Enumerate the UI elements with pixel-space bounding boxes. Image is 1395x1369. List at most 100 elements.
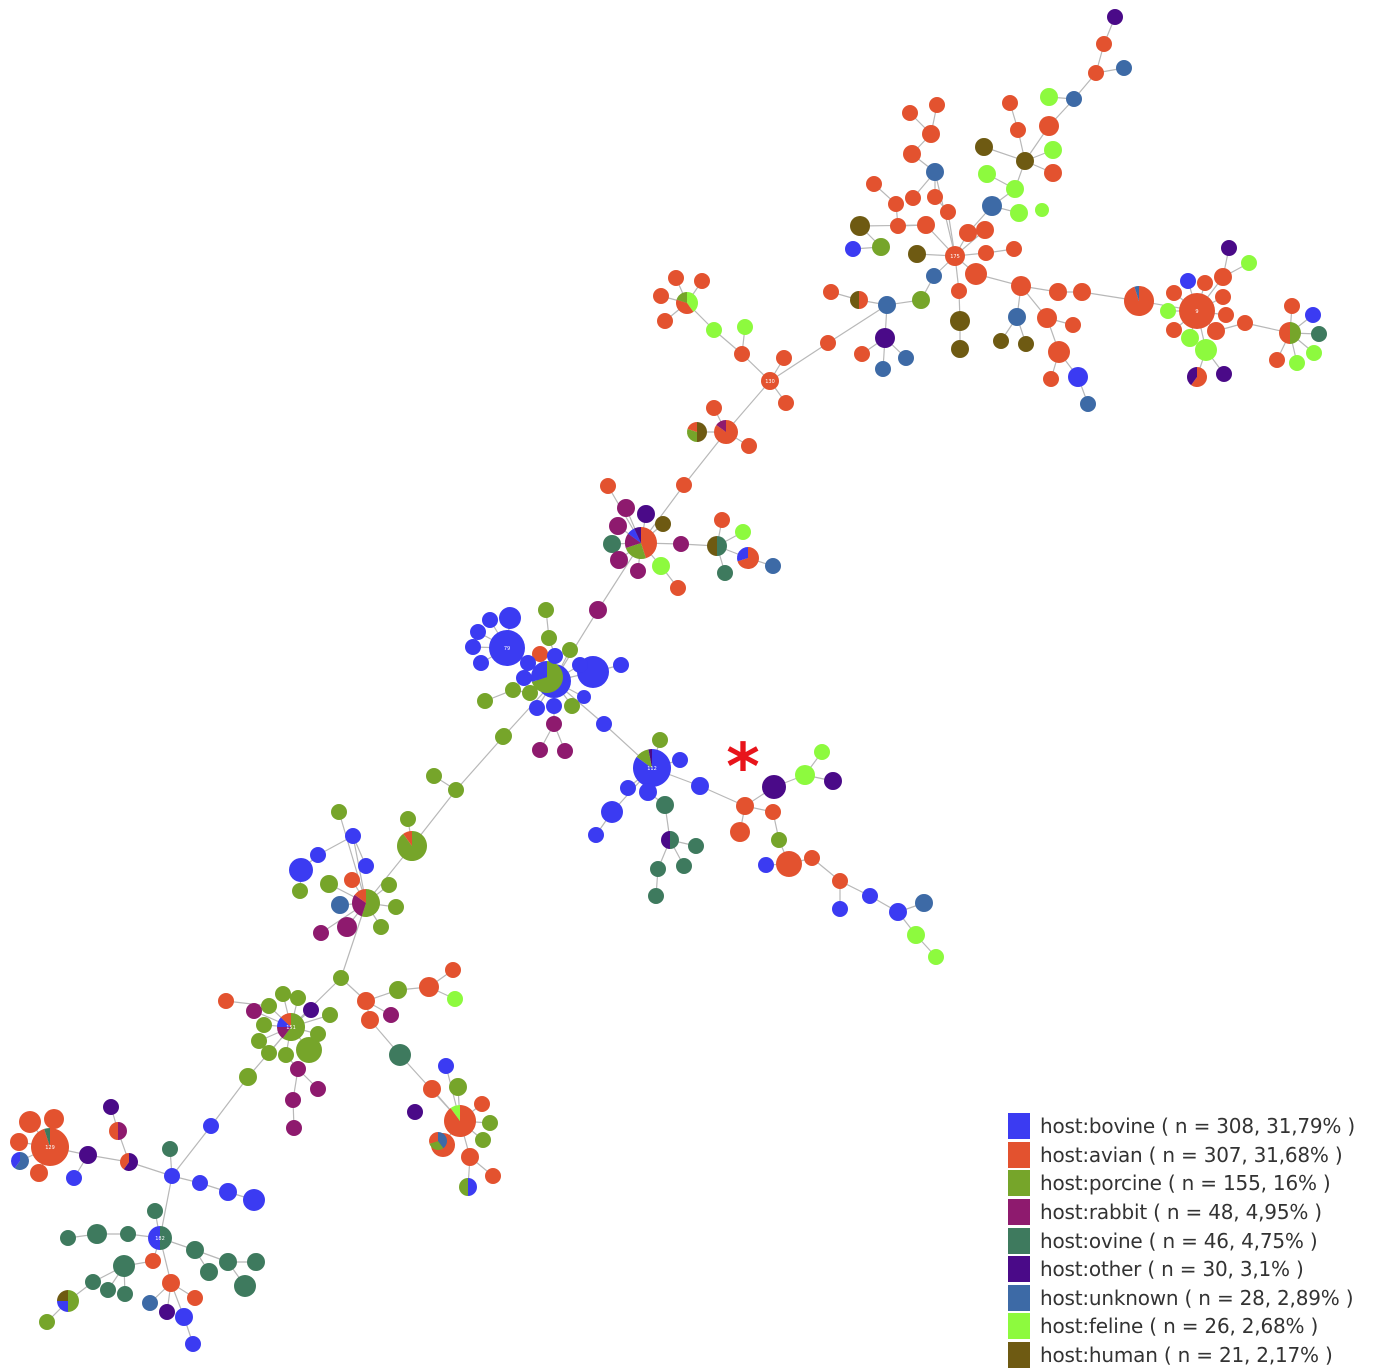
node-circle-avian: [730, 822, 750, 842]
tree-node-r16: [1216, 366, 1232, 382]
node-circle-bovine: [639, 783, 657, 801]
tree-node-la3: [10, 1133, 28, 1151]
tree-node-g9: [256, 1017, 272, 1033]
tree-node-t48: [875, 361, 891, 377]
tree-node-r2: [1180, 273, 1196, 289]
node-slice-ovine: [160, 1226, 172, 1250]
tree-node-o19: [175, 1308, 193, 1326]
tree-node-g18: [218, 993, 234, 1009]
legend-swatch-porcine: [1008, 1170, 1030, 1197]
node-circle-porcine: [261, 998, 277, 1014]
node-circle-ovine: [234, 1275, 256, 1297]
node-circle-porcine: [522, 685, 538, 701]
node-slice-avian: [859, 291, 868, 309]
tree-node-b16: [505, 682, 521, 698]
tree-node-g2: [296, 1037, 322, 1063]
tree-node-o2: [120, 1226, 136, 1242]
legend-label-human: host:human ( n = 21, 2,17% ): [1040, 1343, 1333, 1368]
node-circle-avian: [978, 245, 994, 261]
node-circle-avian: [905, 190, 921, 206]
node-circle-avian: [1214, 268, 1232, 286]
node-circle-avian: [1010, 122, 1026, 138]
tree-node-p2: [617, 499, 635, 517]
node-circle-avian: [187, 1290, 203, 1306]
node-circle-feline: [1241, 255, 1257, 271]
node-circle-other: [637, 505, 655, 523]
node-circle-avian: [976, 221, 994, 239]
node-circle-avian: [10, 1133, 28, 1151]
node-circle-ovine: [717, 565, 733, 581]
tree-node-t56: [993, 333, 1009, 349]
node-circle-bovine: [203, 1118, 219, 1134]
tree-node-l14: [381, 877, 397, 893]
tree-node-d14: [736, 797, 754, 815]
tree-node-t17: [1010, 204, 1028, 222]
node-circle-human: [1018, 336, 1034, 352]
node-circle-other: [1221, 240, 1237, 256]
tree-node-m11: [714, 420, 739, 445]
tree-node-m4: [737, 319, 753, 335]
tree-node-d25: [832, 873, 848, 889]
node-circle-rabbit: [589, 601, 607, 619]
tree-node-t25: [926, 163, 944, 181]
node-slice-other: [123, 1153, 139, 1172]
node-slice-human: [57, 1290, 68, 1301]
tree-node-o18: [159, 1304, 175, 1320]
node-slice-other: [634, 527, 641, 543]
node-circle-feline: [795, 765, 815, 785]
node-circle-avian: [736, 797, 754, 815]
legend-swatch-ovine: [1008, 1227, 1030, 1254]
node-slice-feline: [450, 1105, 460, 1121]
tree-node-t23: [950, 311, 970, 331]
node-slice-avian: [641, 527, 658, 559]
tree-node-b23: [546, 716, 562, 732]
node-circle-ovine: [162, 1141, 178, 1157]
node-circle-unknown: [331, 896, 349, 914]
node-circle-bovine: [862, 888, 878, 904]
tree-node-m14: [686, 422, 707, 442]
tree-node-t11: [1002, 95, 1018, 111]
node-circle-avian: [1197, 275, 1213, 291]
node-circle-bovine: [845, 241, 861, 257]
node-circle-avian: [888, 196, 904, 212]
node-circle-bovine: [192, 1175, 208, 1191]
node-circle-porcine: [771, 832, 787, 848]
tree-node-g6: [275, 986, 291, 1002]
tree-node-hubO: 182: [148, 1226, 172, 1250]
tree-node-p7: [610, 551, 628, 569]
node-circle-porcine: [912, 291, 930, 309]
node-circle-bovine: [489, 630, 525, 666]
node-circle-porcine: [381, 877, 397, 893]
tree-node-d23: [758, 857, 774, 873]
tree-node-o5: [186, 1241, 204, 1259]
tree-node-b4: [465, 639, 481, 655]
tree-node-t12: [1010, 122, 1026, 138]
node-circle-ovine: [389, 1044, 411, 1066]
tree-node-o1: [147, 1203, 163, 1219]
node-circle-porcine: [448, 782, 464, 798]
tree-node-e1: [203, 1118, 219, 1134]
legend-label-avian: host:avian ( n = 307, 31,68% ): [1040, 1142, 1343, 1167]
node-slice-avian: [280, 1013, 291, 1027]
node-slice-avian: [444, 1104, 477, 1138]
node-circle-porcine: [292, 883, 308, 899]
node-circle-avian: [423, 1080, 441, 1098]
tree-node-e7: [109, 1122, 127, 1140]
tree-node-t34: [890, 218, 906, 234]
node-circle-ovine: [85, 1274, 101, 1290]
node-circle-porcine: [477, 693, 493, 709]
node-label: 9: [1195, 309, 1198, 315]
node-circle-bovine: [547, 648, 563, 664]
node-label: 175: [950, 254, 960, 260]
node-circle-avian: [714, 512, 730, 528]
tree-node-t28: [902, 105, 918, 121]
tree-node-t26: [903, 145, 921, 163]
tree-node-t54: [1037, 308, 1057, 328]
node-circle-avian: [676, 477, 692, 493]
node-circle-porcine: [564, 698, 580, 714]
tree-edge: [769, 342, 829, 382]
node-circle-ovine: [87, 1224, 107, 1244]
node-circle-bovine: [620, 780, 636, 796]
node-circle-bovine: [601, 801, 623, 823]
